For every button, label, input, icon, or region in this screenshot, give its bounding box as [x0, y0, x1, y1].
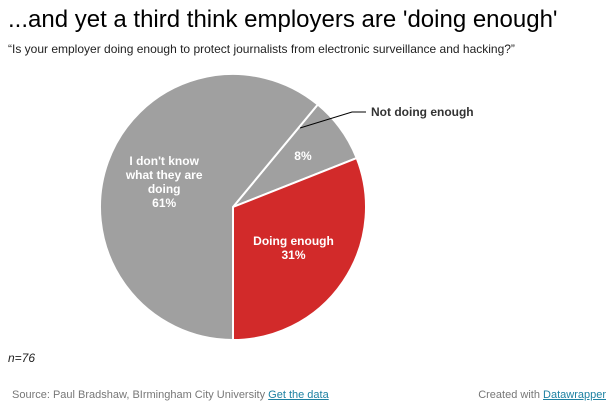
footer-credit: Created with Datawrapper	[478, 389, 606, 401]
datawrapper-link[interactable]: Datawrapper	[543, 389, 606, 401]
get-data-link[interactable]: Get the data	[268, 389, 329, 401]
slice-value-label: 8%	[294, 149, 312, 163]
created-with-text: Created with	[478, 389, 540, 401]
leader-line	[299, 111, 366, 129]
source-text: Source: Paul Bradshaw, BIrmingham City U…	[12, 389, 266, 401]
slice-label-outside: Not doing enough	[371, 105, 474, 119]
slice-label: Doing enough 31%	[253, 234, 334, 262]
pie-slice-doing-enough	[232, 156, 367, 342]
chart-title: ...and yet a third think employers are '…	[8, 6, 558, 33]
chart-subtitle: “Is your employer doing enough to protec…	[8, 42, 515, 56]
footer-source: Source: Paul Bradshaw, BIrmingham City U…	[12, 389, 329, 401]
sample-size-note: n=76	[8, 351, 36, 365]
slice-label: I don't know what they are doing 61%	[125, 154, 203, 210]
pie-slice-i-don-t-know-what-they-are-doing	[99, 73, 320, 342]
